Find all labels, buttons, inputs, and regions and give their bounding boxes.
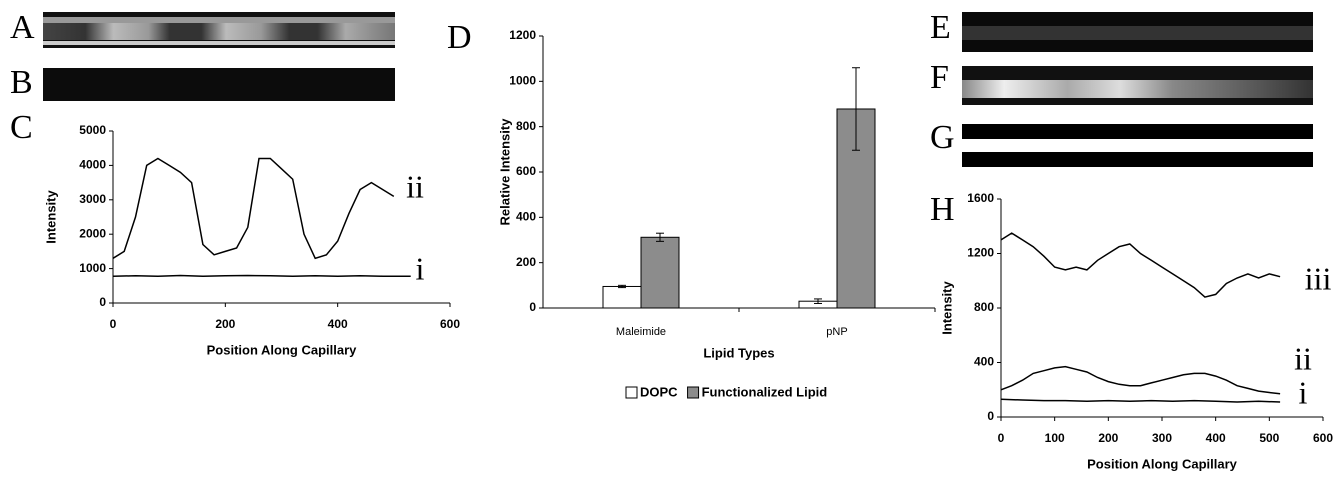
x-axis-title: Position Along Capillary — [207, 342, 358, 357]
x-axis-title: Lipid Types — [703, 345, 774, 360]
image-e-lumen — [962, 26, 1313, 40]
panel-label: E — [930, 9, 951, 46]
legend-swatch — [687, 386, 700, 399]
panel-label: G — [930, 119, 955, 156]
x-tick-label: 400 — [1206, 431, 1226, 445]
y-tick-label: 0 — [529, 300, 536, 314]
image-g-top — [962, 124, 1313, 139]
y-tick-label: 800 — [974, 300, 994, 314]
y-axis-title: Intensity — [939, 281, 954, 335]
panel-label: H — [930, 191, 955, 228]
legend-label: DOPC — [640, 384, 678, 399]
panel-label: C — [10, 109, 33, 146]
y-tick-label: 1000 — [79, 261, 106, 275]
y-tick-label: 0 — [99, 295, 106, 309]
x-tick-label: 200 — [1098, 431, 1118, 445]
y-tick-label: 200 — [516, 255, 536, 269]
y-axis-title: Relative Intensity — [497, 118, 512, 226]
panel-label: A — [10, 9, 35, 46]
series-line — [112, 157, 395, 260]
legend-label: Functionalized Lipid — [702, 384, 828, 399]
series-label: ii — [1294, 340, 1312, 376]
y-tick-label: 4000 — [79, 158, 106, 172]
series-line — [1000, 398, 1281, 403]
y-tick-label: 1600 — [967, 191, 994, 205]
x-tick-label: 400 — [328, 317, 348, 331]
y-tick-label: 3000 — [79, 192, 106, 206]
series-line — [1000, 232, 1281, 298]
panel-label: F — [930, 59, 949, 96]
y-tick-label: 0 — [987, 409, 994, 423]
x-tick-label: 0 — [110, 317, 117, 331]
x-tick-label: 500 — [1259, 431, 1279, 445]
image-g-bottom — [962, 152, 1313, 167]
bar — [602, 285, 642, 309]
x-tick-label: Maleimide — [616, 326, 666, 338]
x-tick-label: 200 — [215, 317, 235, 331]
x-tick-label: 600 — [440, 317, 460, 331]
series-label: i — [1299, 374, 1308, 410]
y-tick-label: 1000 — [509, 74, 536, 88]
y-tick-label: 400 — [516, 210, 536, 224]
capillary-images — [43, 12, 1313, 167]
y-tick-label: 400 — [974, 355, 994, 369]
series-label: ii — [406, 168, 424, 204]
panel-label: B — [10, 64, 33, 101]
y-tick-label: 800 — [516, 119, 536, 133]
image-b — [43, 68, 395, 101]
x-tick-label: pNP — [826, 326, 847, 338]
image-a-edge — [43, 17, 395, 23]
bar — [640, 236, 680, 309]
x-tick-label: 0 — [998, 431, 1005, 445]
x-tick-label: 100 — [1045, 431, 1065, 445]
y-axis-title: Intensity — [43, 190, 58, 244]
legend-swatch — [625, 386, 638, 399]
x-tick-label: 300 — [1152, 431, 1172, 445]
panel-label: D — [447, 19, 472, 56]
series-line — [1000, 365, 1281, 395]
x-axis-title: Position Along Capillary — [1087, 456, 1238, 471]
y-tick-label: 1200 — [967, 246, 994, 260]
series-label: iii — [1305, 260, 1332, 296]
image-f-lumen — [962, 80, 1313, 98]
x-tick-label: 600 — [1313, 431, 1333, 445]
series-label: i — [416, 250, 425, 286]
image-a-edge — [43, 41, 395, 45]
series-line — [112, 274, 411, 277]
y-tick-label: 2000 — [79, 226, 106, 240]
y-tick-label: 5000 — [79, 123, 106, 137]
y-tick-label: 600 — [516, 164, 536, 178]
y-tick-label: 1200 — [509, 28, 536, 42]
image-a-lumen — [43, 23, 395, 40]
